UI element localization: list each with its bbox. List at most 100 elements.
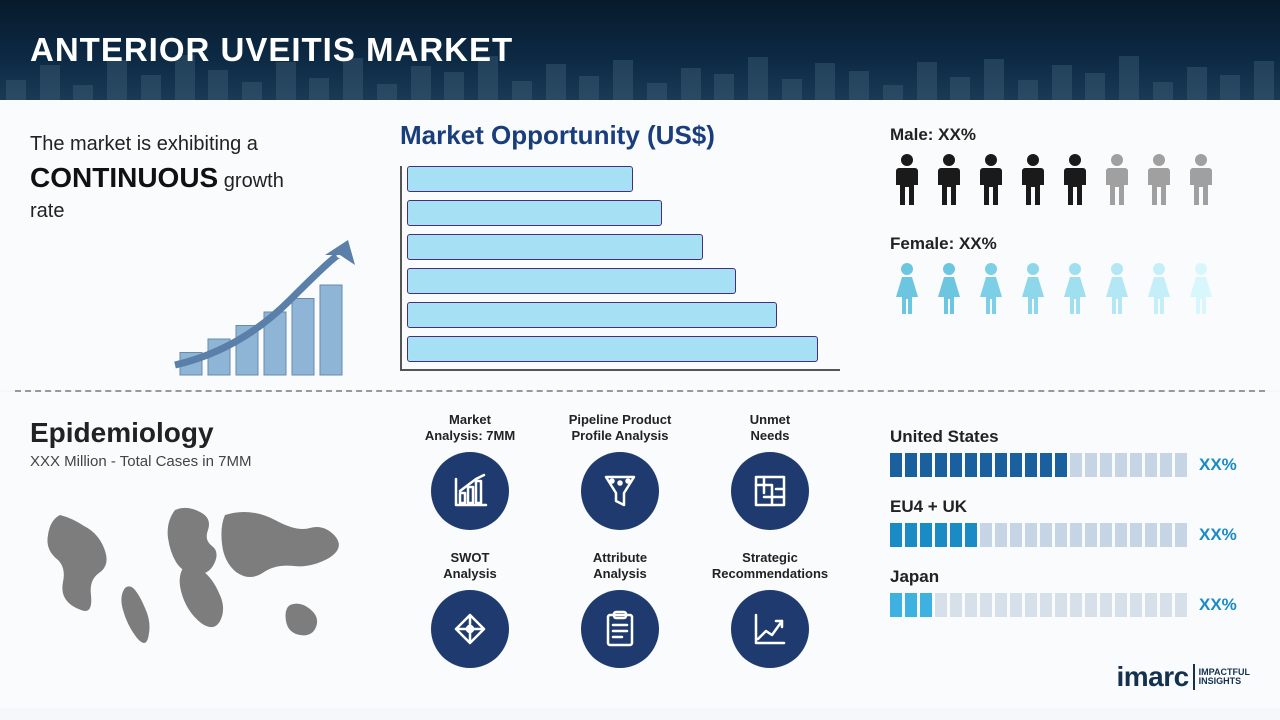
region-name: Japan (890, 567, 1250, 587)
region-bar-segment (1115, 523, 1127, 547)
analysis-grid: MarketAnalysis: 7MMPipeline ProductProfi… (400, 412, 840, 668)
epidemiology-panel: Epidemiology XXX Million - Total Cases i… (0, 402, 380, 708)
analysis-label: AttributeAnalysis (593, 550, 647, 584)
logo-separator (1193, 664, 1195, 690)
region-bar-segment (965, 453, 977, 477)
region-bar-segment (1145, 593, 1157, 617)
growth-line1: The market is exhibiting a (30, 133, 258, 155)
region-bar-segment (920, 593, 932, 617)
male-person-icon (932, 153, 966, 212)
region-bar-segment (1175, 523, 1187, 547)
female-person-icon (1100, 262, 1134, 321)
region-bar-segment (995, 453, 1007, 477)
region-bar-segment (1085, 523, 1097, 547)
regions-panel: United States XX% EU4 + UK XX% Japan XX% imar… (860, 402, 1280, 708)
female-person-icon (932, 262, 966, 321)
region-bar-segment (1055, 523, 1067, 547)
region-bar-segment (890, 593, 902, 617)
opportunity-panel: Market Opportunity (US$) (380, 100, 860, 390)
maze-icon (731, 452, 809, 530)
region-percent: XX% (1199, 525, 1237, 545)
region-item: Japan XX% (890, 567, 1250, 617)
male-person-icon (1142, 153, 1176, 212)
region-bar-segment (1160, 593, 1172, 617)
region-bar-segment (905, 453, 917, 477)
male-person-icon (1184, 153, 1218, 212)
female-person-icon (1142, 262, 1176, 321)
region-item: EU4 + UK XX% (890, 497, 1250, 547)
region-bar-segment (920, 453, 932, 477)
growth-line3: rate (30, 200, 64, 222)
funnel-icon (581, 452, 659, 530)
region-bar-segment (1130, 593, 1142, 617)
region-bar-segment (1055, 453, 1067, 477)
growth-icon (731, 590, 809, 668)
demographics-panel: Male: XX% Female: XX% (860, 100, 1280, 390)
region-bar-segment (1100, 593, 1112, 617)
region-bar-segment (1070, 593, 1082, 617)
region-bar-segment (935, 523, 947, 547)
chart-icon (431, 452, 509, 530)
opportunity-bar (407, 234, 703, 260)
analysis-label: MarketAnalysis: 7MM (425, 412, 515, 446)
region-name: EU4 + UK (890, 497, 1250, 517)
female-person-icon (974, 262, 1008, 321)
male-person-icon (890, 153, 924, 212)
analysis-label: UnmetNeeds (750, 412, 790, 446)
region-bar-segment (980, 523, 992, 547)
swot-icon (431, 590, 509, 668)
region-bars (890, 453, 1187, 477)
region-bar-segment (1115, 453, 1127, 477)
region-bar-segment (1160, 453, 1172, 477)
region-bar-row: XX% (890, 593, 1250, 617)
page-title: ANTERIOR UVEITIS MARKET (30, 31, 513, 69)
region-bar-segment (1130, 453, 1142, 477)
region-bar-segment (1160, 523, 1172, 547)
region-bar-segment (995, 593, 1007, 617)
region-bars (890, 593, 1187, 617)
male-person-icon (1100, 153, 1134, 212)
region-bar-segment (1010, 523, 1022, 547)
female-label: Female: XX% (890, 234, 1250, 254)
opportunity-bar (407, 166, 633, 192)
region-name: United States (890, 427, 1250, 447)
analysis-panel: MarketAnalysis: 7MMPipeline ProductProfi… (380, 402, 860, 708)
region-bar-segment (980, 453, 992, 477)
opportunity-bar (407, 268, 736, 294)
analysis-item: SWOTAnalysis (400, 550, 540, 668)
opportunity-bar (407, 302, 777, 328)
region-bar-segment (1025, 593, 1037, 617)
female-person-icon (1184, 262, 1218, 321)
region-bar-row: XX% (890, 453, 1250, 477)
region-bar-row: XX% (890, 523, 1250, 547)
region-bar-segment (950, 453, 962, 477)
region-bar-segment (890, 453, 902, 477)
region-bar-segment (1010, 453, 1022, 477)
region-bar-segment (1130, 523, 1142, 547)
growth-chart-icon (160, 240, 360, 380)
region-bar-segment (1115, 593, 1127, 617)
opportunity-bar (407, 200, 662, 226)
brand-logo: imarc IMPACTFUL INSIGHTS (1116, 661, 1250, 693)
female-person-icon (1058, 262, 1092, 321)
world-map-icon (30, 480, 360, 660)
female-person-icon (1016, 262, 1050, 321)
region-bar-segment (1040, 593, 1052, 617)
analysis-item: MarketAnalysis: 7MM (400, 412, 540, 530)
opportunity-bar (407, 336, 818, 362)
region-bar-segment (1070, 523, 1082, 547)
header: ANTERIOR UVEITIS MARKET (0, 0, 1280, 100)
region-percent: XX% (1199, 455, 1237, 475)
clipboard-icon (581, 590, 659, 668)
region-bar-segment (1100, 453, 1112, 477)
region-bar-segment (1085, 593, 1097, 617)
male-label: Male: XX% (890, 125, 1250, 145)
analysis-item: UnmetNeeds (700, 412, 840, 530)
region-bar-segment (980, 593, 992, 617)
analysis-item: AttributeAnalysis (550, 550, 690, 668)
region-bar-segment (1100, 523, 1112, 547)
region-bar-segment (905, 523, 917, 547)
region-bar-segment (1040, 523, 1052, 547)
analysis-label: SWOTAnalysis (443, 550, 496, 584)
logo-text: imarc (1116, 661, 1188, 693)
